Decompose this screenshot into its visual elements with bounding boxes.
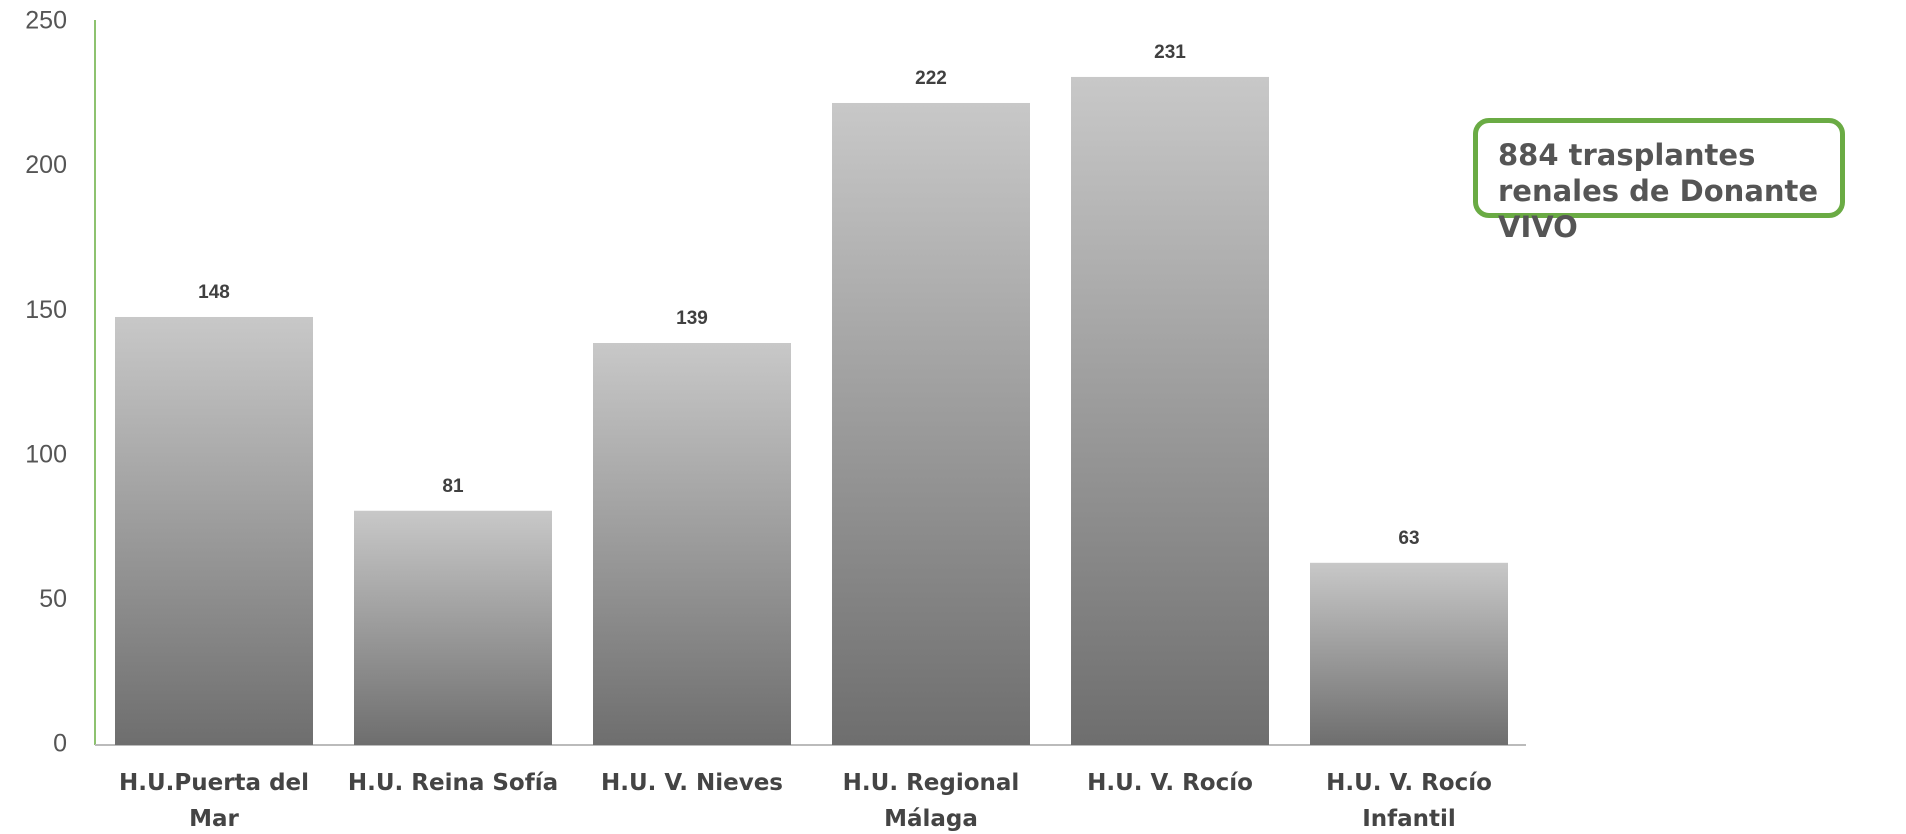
bar — [354, 510, 552, 745]
x-tick-label: H.U. Regional Málaga — [842, 770, 1020, 832]
value-label: 231 — [1154, 42, 1186, 63]
bar — [115, 316, 313, 745]
x-tick-label: H.U. V. Rocío Infantil — [1326, 770, 1492, 832]
x-tick-label: H.U. V. Nieves — [600, 770, 783, 796]
bar — [593, 343, 791, 745]
x-tick-label: H.U.Puerta del Mar — [118, 770, 310, 832]
value-label: 81 — [442, 476, 464, 497]
value-label: 148 — [198, 282, 230, 303]
annotation: 884 trasplantes renales de Donante VIVO — [1473, 118, 1845, 244]
y-tick-label: 150 — [25, 296, 67, 324]
value-label: 139 — [676, 308, 708, 329]
bar — [1071, 76, 1269, 745]
y-tick-label: 0 — [53, 730, 67, 758]
y-tick-label: 250 — [25, 7, 67, 35]
x-tick-label: H.U. Reina Sofía — [347, 770, 559, 796]
value-label: 63 — [1398, 528, 1419, 549]
bar — [832, 102, 1030, 745]
y-tick-label: 50 — [39, 585, 67, 613]
y-tick-label: 100 — [25, 440, 67, 468]
value-label: 222 — [915, 68, 947, 89]
bar — [1310, 562, 1508, 745]
x-tick-label: H.U. V. Rocío — [1087, 770, 1253, 796]
y-tick-label: 200 — [25, 151, 67, 179]
